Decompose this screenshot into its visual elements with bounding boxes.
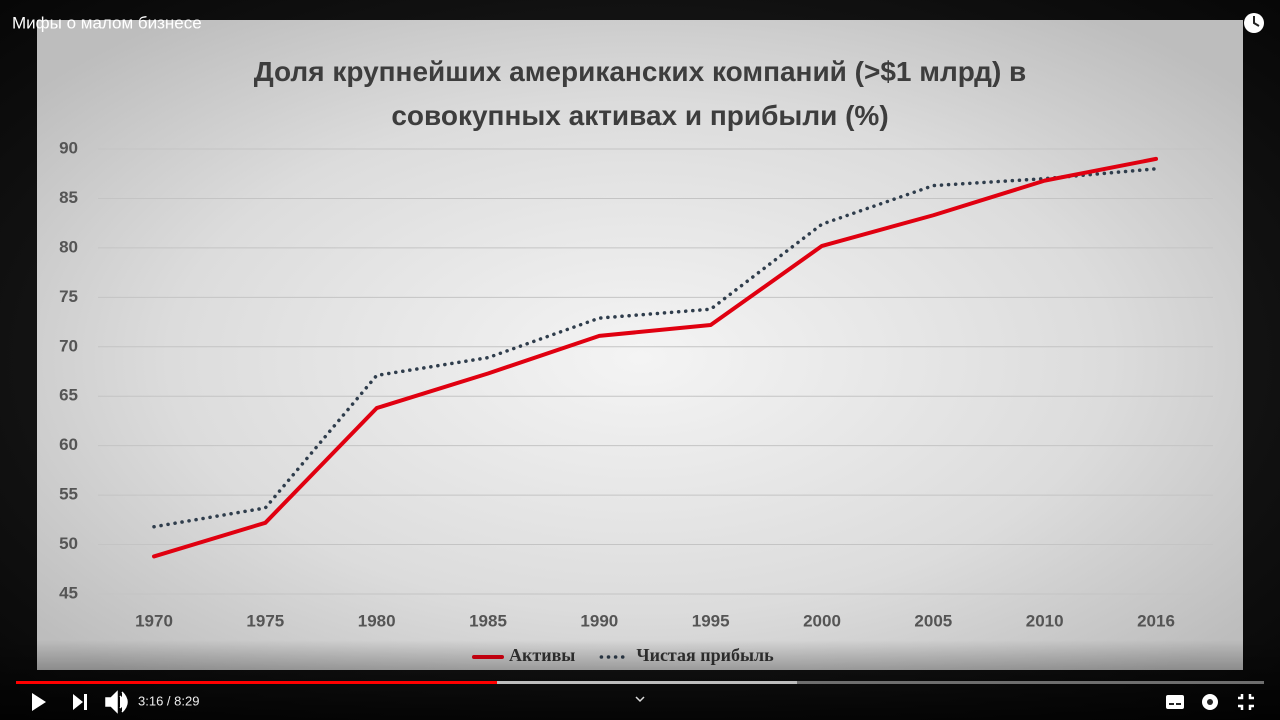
plot: 45 50 55 60 65 70 75 80 85 90 1970 1975 1980 1985 1990… xyxy=(59,138,1213,665)
y-tick-label: 50 xyxy=(59,534,78,553)
y-tick-label: 70 xyxy=(59,336,78,355)
x-tick-label: 1990 xyxy=(580,611,618,630)
video-title[interactable]: Мифы о малом бизнесе xyxy=(12,13,202,32)
series-line xyxy=(152,156,1158,559)
y-tick-label: 90 xyxy=(59,138,78,157)
chart-title: Доля крупнейших американских компаний (>… xyxy=(253,56,1027,131)
y-tick-label: 65 xyxy=(59,386,78,405)
settings-button[interactable] xyxy=(1202,694,1218,710)
x-tick-label: 1980 xyxy=(358,611,396,630)
x-tick-label: 2016 xyxy=(1137,611,1175,630)
x-tick-label: 1970 xyxy=(135,611,173,630)
exit-fullscreen[interactable] xyxy=(1238,694,1254,710)
chapter-toggle[interactable] xyxy=(635,696,645,703)
controls-shade xyxy=(0,640,1280,720)
x-tick-label: 1975 xyxy=(246,611,284,630)
y-tick-label: 75 xyxy=(59,287,78,306)
x-tick-label: 2005 xyxy=(914,611,952,630)
watch-later[interactable] xyxy=(1244,13,1264,33)
y-tick-label: 45 xyxy=(59,583,78,602)
next-button[interactable] xyxy=(73,694,87,710)
y-tick-label: 85 xyxy=(59,188,78,207)
x-tick-label: 2000 xyxy=(803,611,841,630)
progress-played xyxy=(16,681,497,684)
x-tick-label: 1995 xyxy=(692,611,730,630)
subtitles-button[interactable] xyxy=(1166,695,1184,709)
time-display: 3:16 / 8:29 xyxy=(138,693,199,708)
slide xyxy=(37,20,1243,670)
play-button[interactable] xyxy=(32,693,46,711)
y-tick-label: 60 xyxy=(59,435,78,454)
volume-button[interactable] xyxy=(105,690,128,714)
y-tick-label: 55 xyxy=(59,485,78,504)
y-tick-label: 80 xyxy=(59,237,78,256)
x-tick-label: 2010 xyxy=(1026,611,1064,630)
x-tick-label: 1985 xyxy=(469,611,507,630)
series-line xyxy=(152,167,1158,529)
